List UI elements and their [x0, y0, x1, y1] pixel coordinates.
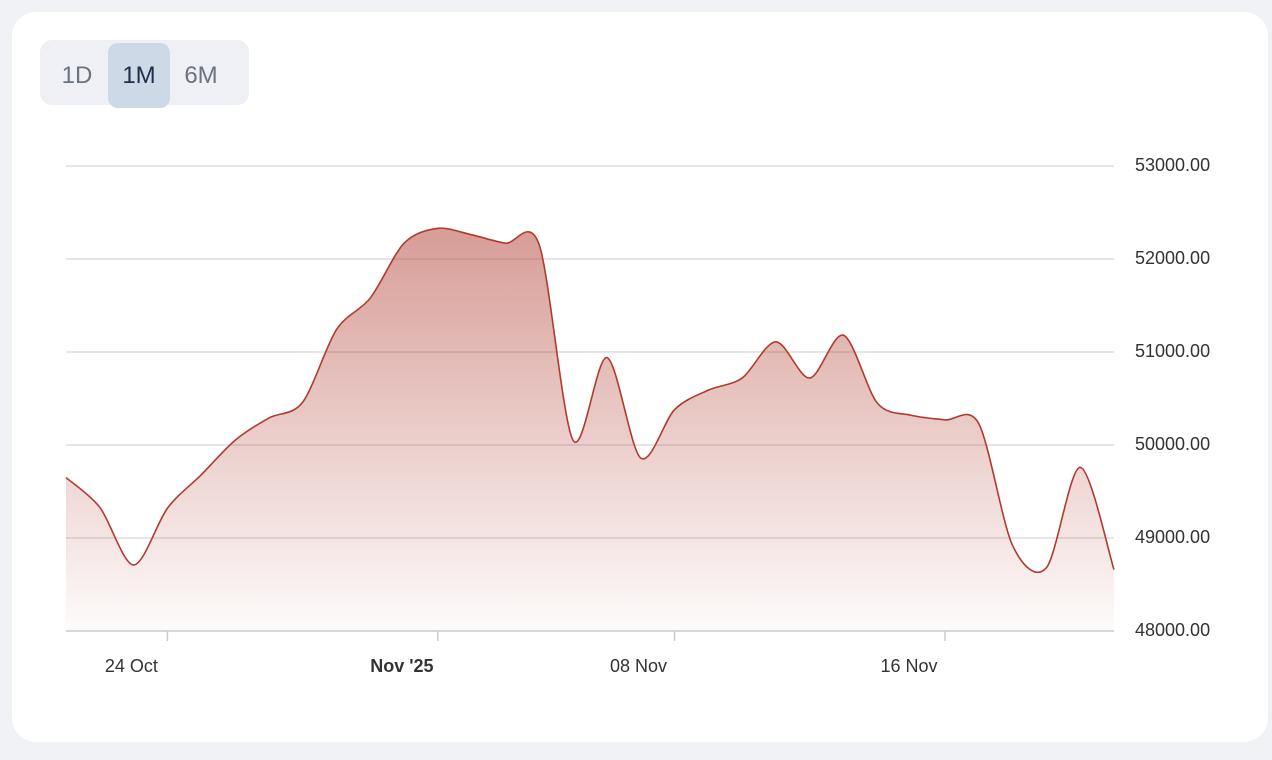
x-tick-label: 24 Oct	[105, 656, 158, 676]
area-fill	[66, 228, 1114, 631]
y-tick-label: 53000.00	[1135, 155, 1210, 175]
range-selector: 1D 1M 6M	[40, 40, 249, 108]
y-tick-label: 50000.00	[1135, 434, 1210, 454]
price-line	[65, 227, 1115, 574]
y-tick-label: 51000.00	[1135, 341, 1210, 361]
y-tick-label: 49000.00	[1135, 527, 1210, 547]
x-tick-label: Nov '25	[370, 656, 433, 676]
x-tick-label: 08 Nov	[610, 656, 667, 676]
range-button[interactable]: 1D	[46, 43, 108, 108]
x-tick-label: 16 Nov	[880, 656, 937, 676]
y-tick-label: 48000.00	[1135, 620, 1210, 640]
y-tick-label: 52000.00	[1135, 248, 1210, 268]
range-button[interactable]: 1M	[108, 43, 170, 108]
range-button[interactable]: 6M	[170, 43, 232, 108]
